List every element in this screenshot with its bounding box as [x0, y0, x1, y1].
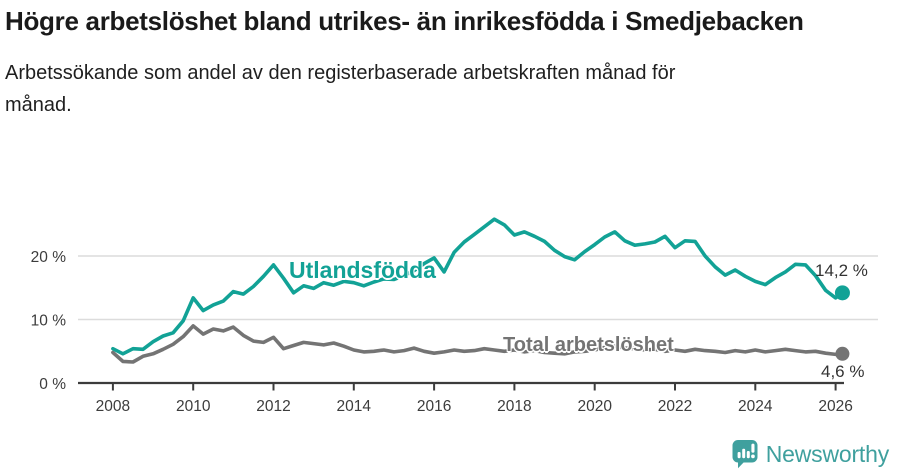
x-tick-label: 2018 [497, 398, 531, 415]
newsworthy-logo-icon [732, 440, 758, 469]
newsworthy-logo-text: Newsworthy [765, 440, 889, 467]
end-value-label-utlandsfodda: 14,2 % [815, 261, 868, 280]
series-line-total [111, 324, 845, 364]
y-tick-label: 0 % [39, 376, 66, 393]
x-tick-label: 2024 [738, 398, 773, 415]
chart-header: Högre arbetslöshet bland utrikes- än inr… [5, 0, 804, 122]
series-label-total-arbetsloshet: Total arbetslöshet [503, 334, 674, 356]
x-tick-label: 2012 [256, 398, 290, 415]
x-tick-label: 2008 [96, 398, 130, 415]
x-tick-label: 2016 [417, 398, 451, 415]
chart-subtitle: Arbetssökande som andel av den registerb… [5, 62, 676, 116]
chart-title: Högre arbetslöshet bland utrikes- än inr… [5, 6, 804, 36]
end-value-label-total: 4,6 % [821, 362, 865, 381]
y-tick-label: 20 % [31, 249, 67, 266]
x-tick-label: 2020 [577, 398, 612, 415]
x-tick-label: 2010 [176, 398, 211, 415]
x-tick-label: 2014 [337, 398, 372, 415]
series-line-utlandsfodda [111, 217, 845, 356]
end-dot-total [835, 346, 850, 361]
end-dot-utlandsfodda [834, 285, 850, 301]
x-tick-label: 2022 [658, 398, 692, 415]
series-label-utlandsfodda: Utlandsfödda [289, 257, 436, 283]
x-tick-label: 2026 [818, 398, 852, 415]
newsworthy-logo: Newsworthy [731, 439, 889, 469]
y-tick-label: 10 % [31, 313, 67, 330]
